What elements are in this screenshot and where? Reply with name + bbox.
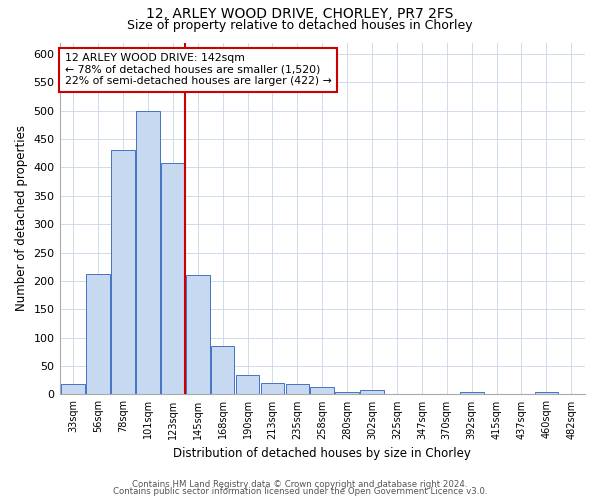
- Bar: [236, 374, 259, 394]
- Text: 12 ARLEY WOOD DRIVE: 142sqm
← 78% of detached houses are smaller (1,520)
22% of : 12 ARLEY WOOD DRIVE: 142sqm ← 78% of det…: [65, 53, 332, 86]
- Bar: [310, 387, 334, 394]
- Bar: [460, 392, 484, 394]
- Bar: [335, 392, 359, 394]
- Text: Contains HM Land Registry data © Crown copyright and database right 2024.: Contains HM Land Registry data © Crown c…: [132, 480, 468, 489]
- Bar: [360, 390, 384, 394]
- Bar: [161, 163, 185, 394]
- Bar: [136, 110, 160, 395]
- Bar: [111, 150, 135, 394]
- Bar: [186, 275, 209, 394]
- Bar: [211, 346, 235, 395]
- Bar: [286, 384, 309, 394]
- Bar: [86, 274, 110, 394]
- Text: Contains public sector information licensed under the Open Government Licence v3: Contains public sector information licen…: [113, 487, 487, 496]
- Bar: [260, 383, 284, 394]
- Text: 12, ARLEY WOOD DRIVE, CHORLEY, PR7 2FS: 12, ARLEY WOOD DRIVE, CHORLEY, PR7 2FS: [146, 8, 454, 22]
- X-axis label: Distribution of detached houses by size in Chorley: Distribution of detached houses by size …: [173, 447, 471, 460]
- Y-axis label: Number of detached properties: Number of detached properties: [15, 126, 28, 312]
- Bar: [61, 384, 85, 394]
- Bar: [535, 392, 558, 394]
- Text: Size of property relative to detached houses in Chorley: Size of property relative to detached ho…: [127, 18, 473, 32]
